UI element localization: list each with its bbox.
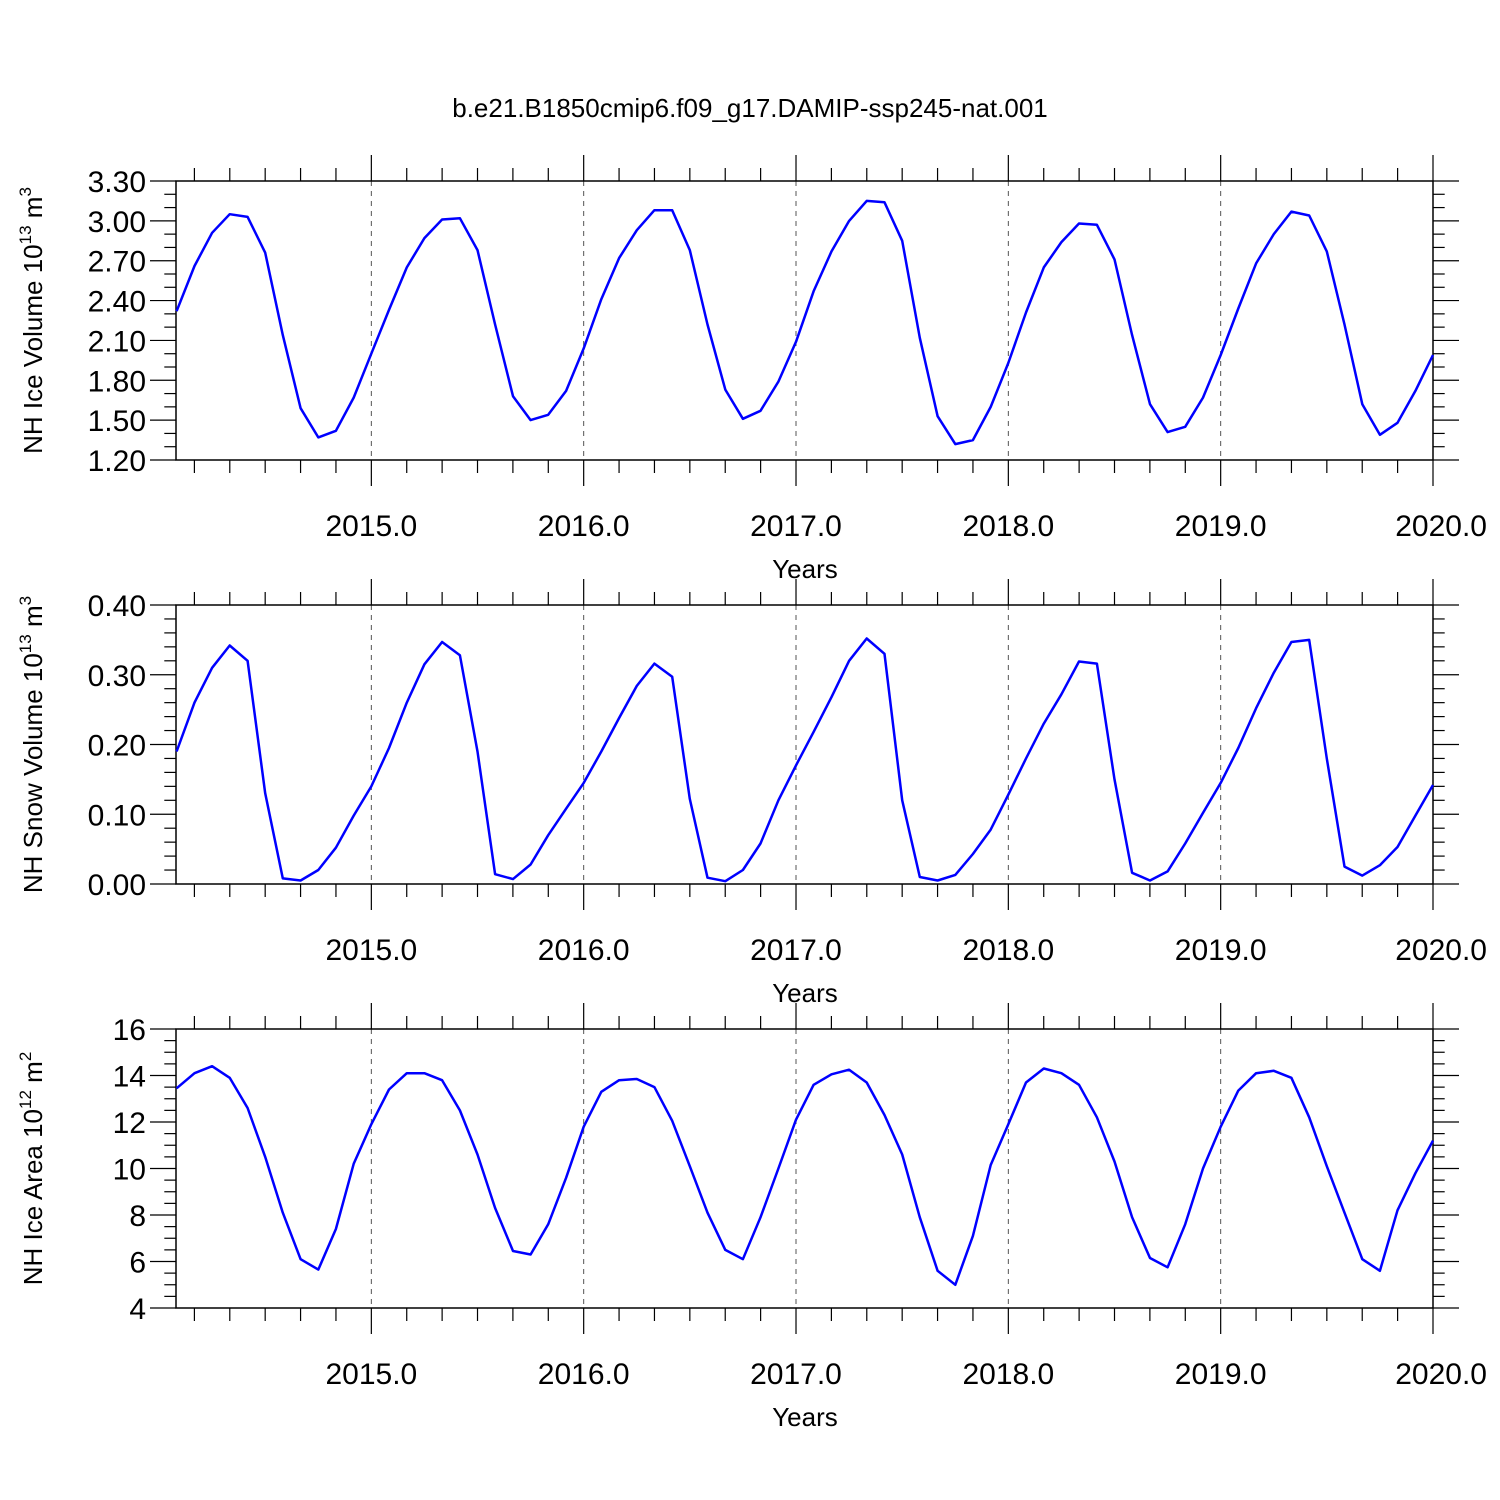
x-tick-label: 2018.0 bbox=[962, 934, 1054, 967]
y-tick-label: 16 bbox=[113, 1014, 146, 1047]
y-axis-label-text: NH Ice Volume 10 bbox=[18, 244, 48, 454]
panel-1: 1.20 1.50 1.80 2.10 2.40 2.70 3.00 3.30 2015.0 20… bbox=[16, 155, 1487, 584]
y-axis-label-text: m bbox=[18, 605, 48, 634]
x-tick-label: 2016.0 bbox=[538, 510, 630, 543]
y-axis-label: NH Snow Volume 1013 m3 bbox=[16, 596, 48, 893]
x-tick-label: 2017.0 bbox=[750, 934, 842, 967]
y-axis-label-text: NH Snow Volume 10 bbox=[18, 653, 48, 893]
y-axis-label: NH Ice Volume 1013 m3 bbox=[16, 187, 48, 454]
x-axis-label: Years bbox=[772, 554, 838, 584]
x-tick-label: 2016.0 bbox=[538, 934, 630, 967]
x-tick-label: 2018.0 bbox=[962, 1358, 1054, 1391]
x-tick-label: 2015.0 bbox=[325, 934, 417, 967]
y-axis-label-superscript: 13 bbox=[16, 634, 35, 653]
plot-frame bbox=[175, 1028, 1434, 1309]
series-line bbox=[175, 1064, 1435, 1287]
plot-frame bbox=[175, 604, 1434, 885]
series-line bbox=[175, 637, 1435, 883]
y-axis-label-text: m bbox=[18, 197, 48, 226]
x-tick-label: 2015.0 bbox=[325, 1358, 417, 1391]
x-axis-label: Years bbox=[772, 978, 838, 1008]
y-axis-label-superscript: 3 bbox=[16, 187, 35, 196]
x-tick-label: 2016.0 bbox=[538, 1358, 630, 1391]
x-tick-label: 2020.0 bbox=[1395, 934, 1487, 967]
x-tick-label: 2015.0 bbox=[325, 510, 417, 543]
x-tick-label: 2020.0 bbox=[1395, 510, 1487, 543]
y-axis-label-superscript: 13 bbox=[16, 225, 35, 244]
y-tick-label: 1.50 bbox=[88, 405, 146, 438]
x-tick-label: 2017.0 bbox=[750, 1358, 842, 1391]
y-tick-label: 3.00 bbox=[88, 206, 146, 239]
y-axis-label-text: NH Ice Area 10 bbox=[18, 1109, 48, 1285]
y-tick-label: 0.20 bbox=[88, 730, 146, 763]
y-tick-label: 0.40 bbox=[88, 590, 146, 623]
plot-frame bbox=[175, 180, 1434, 461]
y-tick-label: 2.40 bbox=[88, 286, 146, 319]
y-tick-label: 1.20 bbox=[88, 445, 146, 478]
y-axis-label: NH Ice Area 1012 m2 bbox=[16, 1052, 48, 1286]
y-axis-label-text: m bbox=[18, 1061, 48, 1090]
y-tick-label: 8 bbox=[129, 1200, 146, 1233]
x-tick-label: 2017.0 bbox=[750, 510, 842, 543]
y-axis-label-superscript: 3 bbox=[16, 596, 35, 605]
y-axis-label-superscript: 2 bbox=[16, 1052, 35, 1061]
y-tick-label: 12 bbox=[113, 1107, 146, 1140]
x-tick-label: 2018.0 bbox=[962, 510, 1054, 543]
y-tick-label: 0.10 bbox=[88, 799, 146, 832]
y-axis-label-superscript: 12 bbox=[16, 1090, 35, 1109]
x-axis-label: Years bbox=[772, 1402, 838, 1432]
x-tick-label: 2019.0 bbox=[1175, 510, 1267, 543]
y-tick-label: 2.70 bbox=[88, 246, 146, 279]
x-tick-label: 2020.0 bbox=[1395, 1358, 1487, 1391]
x-tick-label: 2019.0 bbox=[1175, 934, 1267, 967]
y-tick-label: 6 bbox=[129, 1247, 146, 1280]
panel-2: 0.00 0.10 0.20 0.30 0.40 2015.0 2016.0 2017.0 20… bbox=[16, 579, 1487, 1008]
y-tick-label: 3.30 bbox=[88, 166, 146, 199]
y-tick-label: 0.30 bbox=[88, 660, 146, 693]
y-tick-label: 1.80 bbox=[88, 365, 146, 398]
y-tick-label: 10 bbox=[113, 1154, 146, 1187]
figure-title: b.e21.B1850cmip6.f09_g17.DAMIP-ssp245-na… bbox=[452, 93, 1048, 123]
y-tick-label: 0.00 bbox=[88, 869, 146, 902]
panel-3: 4 6 8 10 12 14 16 2015.0 2016.0 2017.0 2018.0 2019.… bbox=[16, 1003, 1487, 1432]
y-tick-label: 2.10 bbox=[88, 325, 146, 358]
y-tick-label: 4 bbox=[129, 1293, 146, 1326]
x-tick-label: 2019.0 bbox=[1175, 1358, 1267, 1391]
series-line bbox=[175, 199, 1435, 446]
y-tick-label: 14 bbox=[113, 1061, 146, 1094]
